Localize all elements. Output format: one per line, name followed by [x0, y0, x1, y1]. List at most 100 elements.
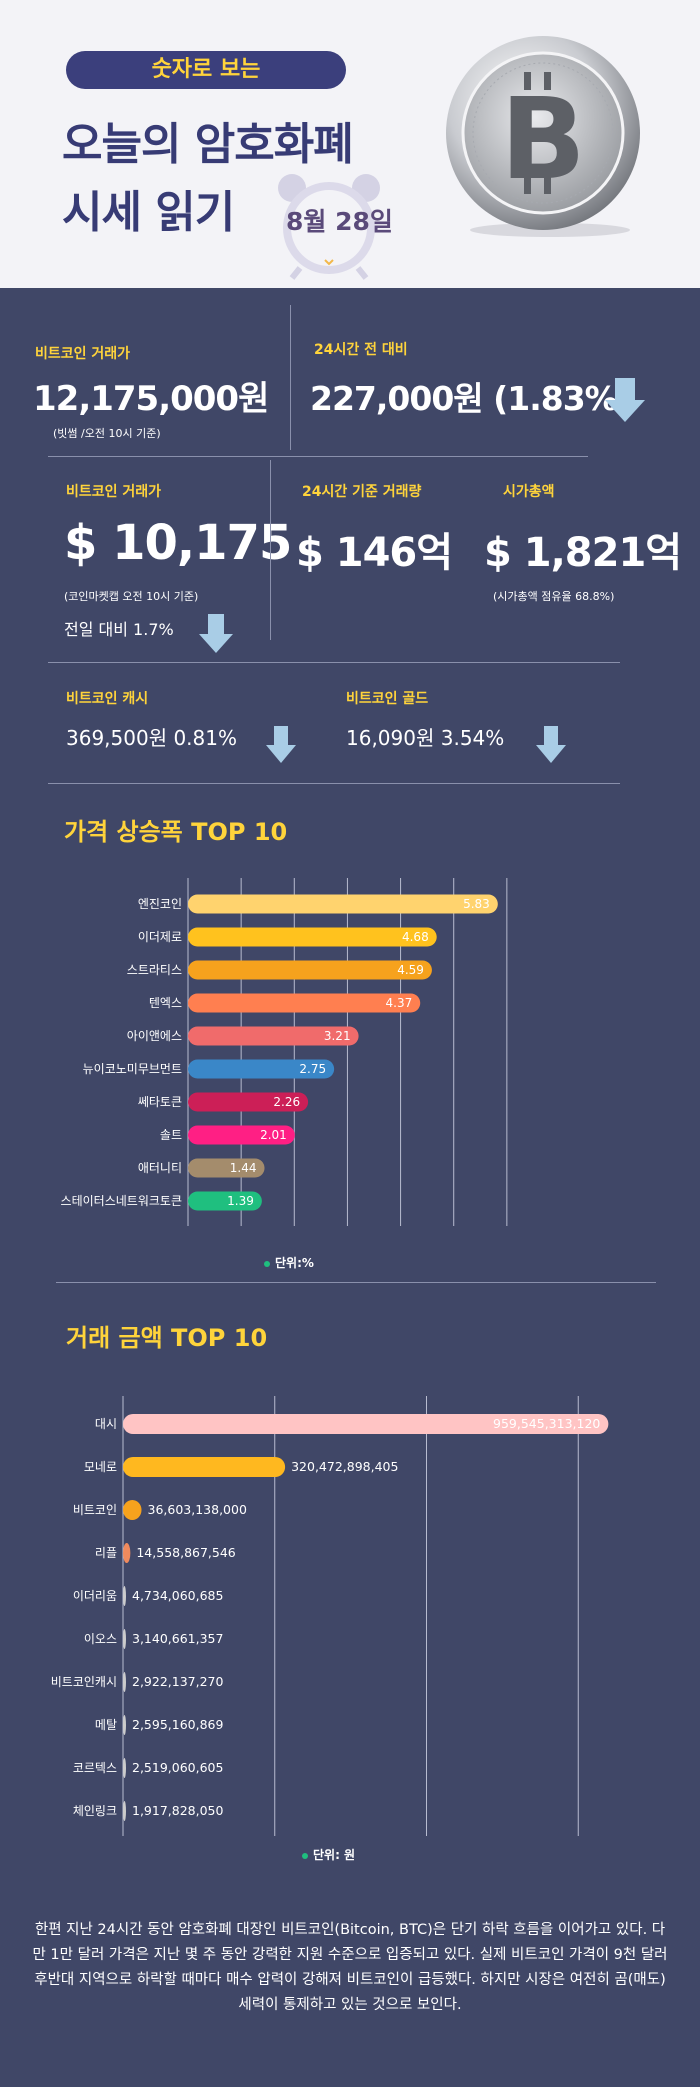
stats-divider — [290, 305, 291, 450]
chart2-title: 거래 금액 TOP 10 — [66, 1324, 268, 1352]
category-label: 아이앤에스 — [127, 1029, 182, 1043]
bar — [188, 927, 437, 947]
data-label: 1.44 — [230, 1161, 257, 1175]
category-label: 이더리움 — [73, 1589, 117, 1603]
data-label: 959,545,313,120 — [493, 1416, 600, 1431]
bar — [188, 993, 421, 1013]
data-label: 3,140,661,357 — [132, 1631, 223, 1646]
data-label: 320,472,898,405 — [291, 1459, 398, 1474]
bar — [123, 1457, 286, 1477]
category-label: 이오스 — [84, 1632, 117, 1646]
chart2-unit: 단위: 원 — [302, 1846, 355, 1863]
trade-volume-chart: 대시 959,545,313,120 모네로 320,472,898,405 비트코인 3… — [51, 1396, 609, 1836]
btc-usd-label: 비트코인 거래가 — [66, 484, 162, 500]
price-rise-chart: 엔진코인 5.83 이더제로 4.68 스트라티스 4.59 텐엑스 4.37 아이앤에스 3.2… — [61, 878, 508, 1226]
category-label: 메탈 — [95, 1718, 117, 1732]
data-label: 36,603,138,000 — [148, 1502, 247, 1517]
stats-separator — [48, 456, 588, 457]
page-title-line1: 오늘의 암호화폐 — [62, 119, 354, 170]
change-value: 227,000원 (1.83%) — [310, 379, 632, 418]
btc-usd-change: 전일 대비 1.7% — [64, 620, 174, 639]
category-label: 스트라티스 — [127, 963, 182, 977]
mcap-label: 시가총액 — [503, 484, 555, 500]
btg-label: 비트코인 골드 — [346, 691, 429, 707]
bar — [123, 1414, 609, 1434]
header-banner: 숫자로 보는 오늘의 암호화폐 시세 읽기 8월 28일 B — [0, 0, 700, 288]
data-label: 1.39 — [227, 1194, 254, 1208]
data-label: 2,922,137,270 — [132, 1674, 223, 1689]
change-label: 24시간 전 대비 — [314, 342, 408, 358]
bar — [123, 1758, 126, 1778]
data-label: 2,519,060,605 — [132, 1760, 223, 1775]
btc-usd-value: $ 10,175 — [64, 515, 292, 571]
data-label: 3.21 — [324, 1029, 351, 1043]
btc-krw-label: 비트코인 거래가 — [35, 346, 131, 362]
mcap-note: (시가총액 점유율 68.8%) — [493, 590, 615, 603]
btc-usd-note: (코인마켓캡 오전 10시 기준) — [64, 590, 199, 603]
data-label: 4.59 — [397, 963, 424, 977]
data-label: 4.68 — [402, 930, 429, 944]
btc-krw-note: (빗썸 /오전 10시 기준) — [53, 427, 161, 440]
bch-value: 369,500원 0.81% — [66, 726, 237, 750]
data-label: 4.37 — [386, 996, 413, 1010]
data-label: 4,734,060,685 — [132, 1588, 223, 1603]
category-label: 애터니티 — [138, 1161, 182, 1175]
category-label: 텐엑스 — [149, 996, 182, 1010]
category-label: 솔트 — [160, 1128, 182, 1142]
data-label: 2.75 — [299, 1062, 326, 1076]
data-label: 2.26 — [273, 1095, 300, 1109]
volume-value: $ 146억 — [296, 530, 453, 576]
btg-value: 16,090원 3.54% — [346, 726, 505, 750]
category-label: 비트코인캐시 — [51, 1675, 117, 1689]
data-label: 1,917,828,050 — [132, 1803, 223, 1818]
chart1-unit-text: 단위:% — [275, 1256, 314, 1270]
chart1-unit: 단위:% — [264, 1254, 314, 1271]
summary-paragraph: 한편 지난 24시간 동안 암호화폐 대장인 비트코인(Bitcoin, BTC… — [32, 1922, 668, 2013]
bar — [188, 960, 432, 980]
bar — [188, 1125, 295, 1145]
header-pill: 숫자로 보는 — [66, 51, 346, 89]
stats-divider — [270, 460, 271, 640]
data-label: 2,595,160,869 — [132, 1717, 223, 1732]
category-label: 이더제로 — [138, 930, 182, 944]
page-title-line2: 시세 읽기 — [62, 187, 235, 238]
section-separator — [56, 1282, 656, 1283]
data-label: 14,558,867,546 — [136, 1545, 235, 1560]
bar — [188, 1059, 335, 1079]
category-label: 쎄타토큰 — [138, 1095, 182, 1109]
category-label: 리플 — [95, 1546, 117, 1560]
bar — [188, 1191, 262, 1211]
bar — [188, 894, 498, 914]
bar — [123, 1500, 142, 1520]
bar — [188, 1158, 265, 1178]
bar — [123, 1629, 126, 1649]
category-label: 코르텍스 — [73, 1761, 117, 1775]
category-label: 스테이터스네트워크토큰 — [61, 1194, 182, 1208]
date-label: 8월 28일 — [286, 207, 393, 236]
mcap-value: $ 1,821억 — [484, 530, 682, 576]
bar — [188, 1092, 309, 1112]
volume-label: 24시간 기준 거래량 — [302, 484, 422, 500]
category-label: 체인링크 — [73, 1804, 117, 1818]
category-label: 대시 — [95, 1417, 117, 1431]
btc-krw-value: 12,175,000원 — [33, 379, 269, 419]
bar — [188, 1026, 359, 1046]
bch-label: 비트코인 캐시 — [66, 691, 149, 707]
bar — [123, 1715, 126, 1735]
bar — [123, 1672, 126, 1692]
alarm-clock-icon — [278, 174, 380, 280]
bar — [123, 1801, 126, 1821]
category-label: 비트코인 — [73, 1503, 117, 1517]
bar — [123, 1586, 126, 1606]
down-arrow-icon — [536, 726, 566, 763]
down-arrow-icon — [266, 726, 296, 763]
legend-dot-icon — [302, 1852, 308, 1859]
down-arrow-icon — [605, 378, 645, 422]
legend-dot-icon — [264, 1260, 270, 1267]
category-label: 뉴이코노미무브먼트 — [83, 1062, 182, 1076]
section-separator — [48, 783, 620, 784]
chart1-title: 가격 상승폭 TOP 10 — [64, 818, 288, 846]
chart2-unit-text: 단위: 원 — [313, 1848, 356, 1862]
bitcoin-coin-icon: B — [446, 36, 640, 237]
category-label: 모네로 — [84, 1460, 117, 1474]
